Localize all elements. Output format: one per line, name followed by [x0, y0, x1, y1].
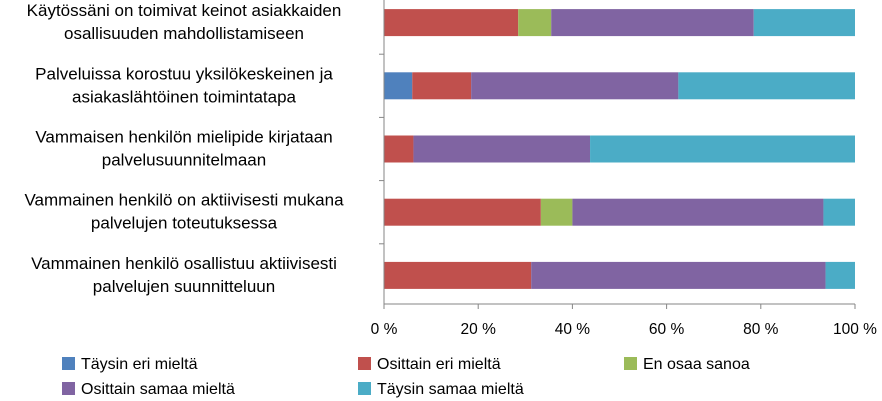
legend-label: Täysin samaa mieltä — [377, 381, 524, 398]
bar-segment — [384, 198, 541, 226]
bar-segment — [412, 72, 472, 100]
bar-segment — [753, 9, 855, 37]
bar-segment — [572, 198, 824, 226]
x-tick-label: 80 % — [743, 321, 779, 338]
category-label-line: Palveluissa korostuu yksilökeskeinen ja — [35, 64, 333, 83]
category-label: Käytössäni on toimivat keinot asiakkaide… — [27, 1, 342, 43]
category-label: Palveluissa korostuu yksilökeskeinen ja a… — [35, 64, 333, 106]
legend-swatch — [62, 357, 75, 370]
category-label-line: palvelusuunnitelmaan — [102, 151, 266, 170]
legend-label: En osaa sanoa — [643, 356, 750, 373]
bar-segment — [384, 9, 519, 37]
category-label-line: asiakaslähtöinen toimintatapa — [72, 87, 297, 106]
bar-segment — [590, 135, 855, 163]
bars — [384, 9, 855, 289]
category-labels: Käytössäni on toimivat keinot asiakkaide… — [24, 1, 344, 296]
bar-segment — [823, 198, 855, 226]
bar-segment — [540, 198, 573, 226]
axes — [383, 0, 856, 309]
category-label: Vammainen henkilö osallistuu aktiivisest… — [31, 254, 337, 296]
category-label-line: palvelujen suunnitteluun — [93, 277, 275, 296]
legend: Täysin eri mieltä Osittain eri mieltä En o… — [62, 356, 750, 398]
bar-segment — [678, 72, 855, 100]
category-label-line: Käytössäni on toimivat keinot asiakkaide… — [27, 1, 342, 20]
bar-segment — [384, 135, 414, 163]
bar-segment — [384, 261, 532, 289]
legend-label: Täysin eri mieltä — [81, 356, 198, 373]
x-tick-label: 0 % — [371, 321, 398, 338]
bar-segment — [531, 261, 826, 289]
bar-segment — [471, 72, 679, 100]
x-tick-label: 20 % — [461, 321, 497, 338]
bar-segment — [413, 135, 591, 163]
legend-swatch — [358, 357, 371, 370]
category-label-line: palvelujen toteutuksessa — [91, 214, 278, 233]
bar-segment — [384, 72, 413, 100]
bar-segment — [551, 9, 754, 37]
x-tick-label: 100 % — [833, 321, 877, 338]
bar-segment — [518, 9, 552, 37]
category-label-line: osallisuuden mahdollistamiseen — [64, 24, 304, 43]
category-label: Vammainen henkilö on aktiivisesti mukana… — [24, 191, 344, 233]
legend-label: Osittain eri mieltä — [377, 356, 501, 373]
x-tick-labels: 0 % 20 % 40 % 60 % 80 % 100 % — [371, 321, 878, 338]
legend-label: Osittain samaa mieltä — [81, 381, 235, 398]
legend-swatch — [358, 382, 371, 395]
category-ticks — [379, 53, 384, 245]
x-tick-label: 60 % — [649, 321, 685, 338]
category-label-line: Vammainen henkilö on aktiivisesti mukana — [24, 191, 344, 210]
bar-segment — [825, 261, 855, 289]
category-label-line: Vammaisen henkilön mielipide kirjataan — [35, 128, 332, 147]
category-label-line: Vammainen henkilö osallistuu aktiivisest… — [31, 254, 337, 273]
legend-swatch — [62, 382, 75, 395]
legend-swatch — [624, 357, 637, 370]
category-label: Vammaisen henkilön mielipide kirjataan pa… — [35, 128, 332, 170]
x-tick-label: 40 % — [555, 321, 591, 338]
